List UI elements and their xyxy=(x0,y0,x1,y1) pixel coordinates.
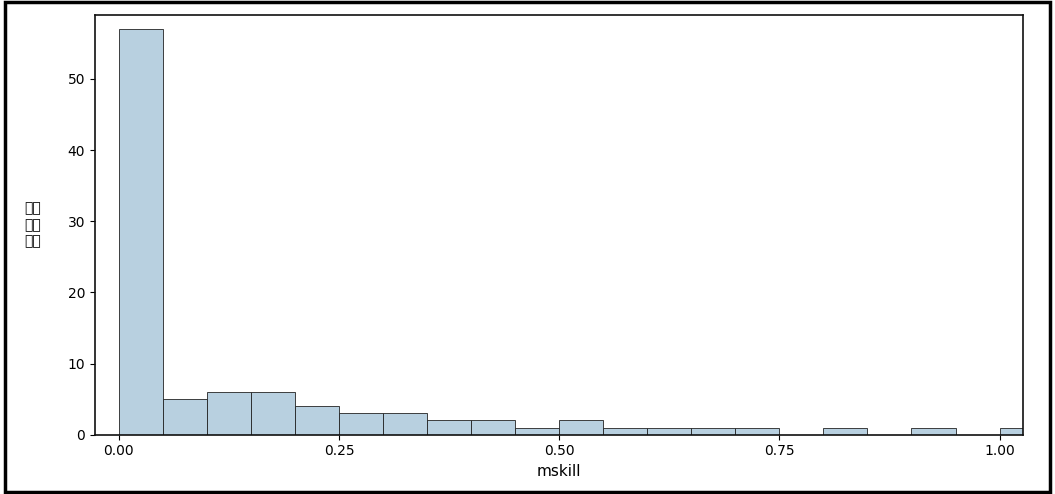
X-axis label: mskill: mskill xyxy=(537,464,581,479)
Bar xyxy=(603,428,647,435)
Bar xyxy=(383,413,427,435)
Bar xyxy=(823,428,867,435)
Y-axis label: 예시
한다
는레: 예시 한다 는레 xyxy=(24,202,41,248)
Bar xyxy=(472,420,515,435)
Bar xyxy=(295,406,339,435)
Bar xyxy=(162,399,207,435)
Bar xyxy=(999,428,1043,435)
Bar xyxy=(647,428,691,435)
Bar xyxy=(515,428,559,435)
Bar xyxy=(912,428,956,435)
Bar xyxy=(427,420,472,435)
Bar xyxy=(691,428,735,435)
Bar xyxy=(339,413,383,435)
Bar xyxy=(251,392,295,435)
Bar xyxy=(735,428,780,435)
Bar xyxy=(559,420,603,435)
Bar xyxy=(119,29,162,435)
Bar xyxy=(207,392,251,435)
